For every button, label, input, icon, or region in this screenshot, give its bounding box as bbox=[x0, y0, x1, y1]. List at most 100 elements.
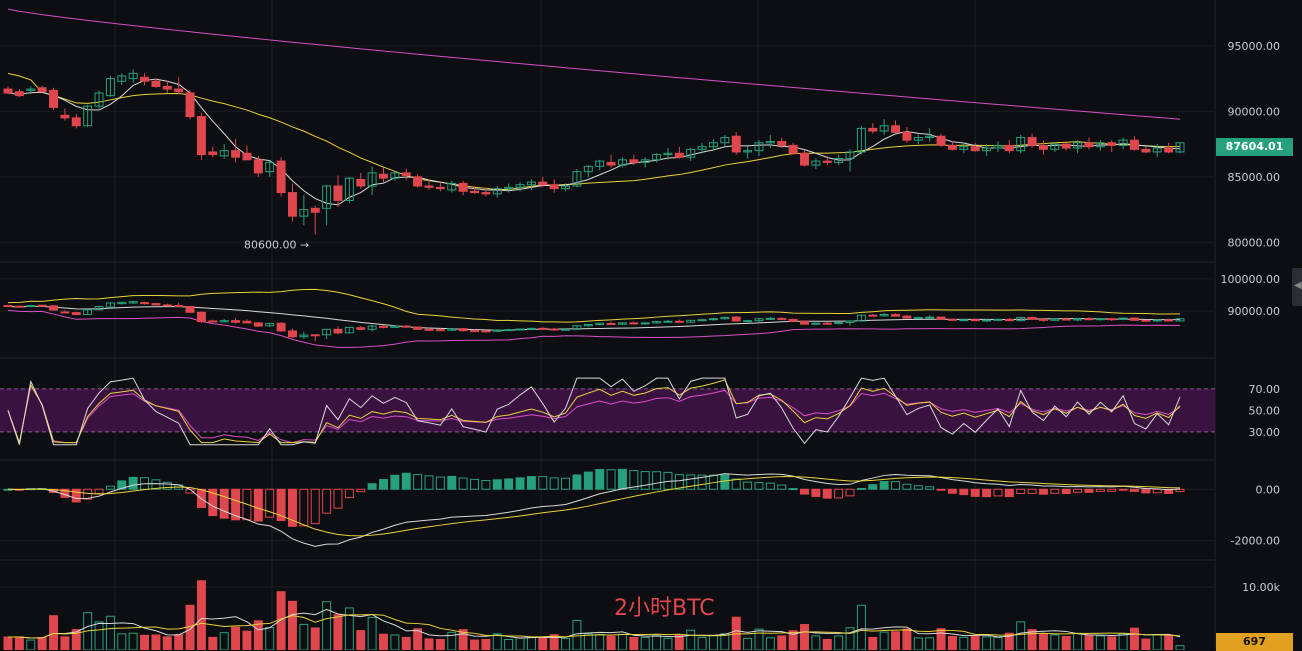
overview-candle-59 bbox=[674, 320, 684, 323]
overview-candle-52 bbox=[595, 322, 605, 326]
macd-hist-bar-40 bbox=[458, 477, 468, 490]
chevron-left-icon[interactable]: ◀ bbox=[1294, 280, 1302, 291]
macd-hist-bar-98 bbox=[1118, 488, 1128, 491]
candle-body-83 bbox=[947, 144, 957, 150]
overview-candle-1 bbox=[14, 305, 24, 308]
volume-bar-81 bbox=[925, 637, 935, 650]
overview-candle-13 bbox=[151, 303, 161, 306]
overview-candle-80 bbox=[913, 316, 923, 319]
candle-body-43 bbox=[492, 188, 502, 195]
candle-body-72 bbox=[822, 160, 832, 163]
macd-hist-bar-75 bbox=[856, 487, 866, 490]
volume-bar-41 bbox=[470, 639, 480, 650]
macd-hist-bar-27 bbox=[310, 488, 320, 525]
overview-candle-33 bbox=[379, 325, 388, 328]
macd-hist-bar-93 bbox=[1061, 488, 1071, 495]
overview-candle-53 bbox=[606, 323, 616, 326]
volume-bar-9 bbox=[105, 615, 115, 650]
candle-body-85 bbox=[970, 146, 980, 152]
macd-dea-line bbox=[7, 475, 1181, 537]
volume-bar-27 bbox=[310, 627, 320, 650]
volume-bar-45 bbox=[515, 637, 525, 650]
macd-hist-bar-35 bbox=[401, 472, 411, 490]
overview-candle-92 bbox=[1050, 318, 1060, 321]
candle-body-11 bbox=[128, 72, 138, 80]
overview-candle-14 bbox=[162, 304, 172, 307]
overview-candle-15 bbox=[174, 305, 184, 308]
macd-hist-bar-91 bbox=[1038, 488, 1048, 495]
macd-hist-bar-78 bbox=[891, 481, 901, 490]
candle-body-54 bbox=[617, 159, 627, 166]
candle-body-7 bbox=[83, 105, 93, 127]
overview-candle-70 bbox=[800, 320, 809, 325]
candle-body-68 bbox=[777, 140, 787, 146]
volume-bar-56 bbox=[640, 636, 650, 650]
overview-candle-61 bbox=[697, 319, 707, 322]
volume-bar-54 bbox=[617, 633, 627, 650]
candle-body-34 bbox=[390, 172, 400, 179]
candle-body-63 bbox=[720, 137, 730, 144]
macd-hist-bar-63 bbox=[720, 474, 730, 490]
volume-bar-30 bbox=[344, 607, 354, 650]
candle-body-32 bbox=[367, 172, 377, 187]
candle-body-38 bbox=[435, 186, 445, 190]
volume-bar-21 bbox=[242, 630, 252, 650]
volume-bar-6 bbox=[71, 629, 81, 650]
volume-bar-57 bbox=[652, 634, 662, 650]
macd-hist-bar-57 bbox=[652, 471, 662, 490]
volume-bar-31 bbox=[356, 630, 366, 650]
macd-hist-bar-66 bbox=[754, 482, 764, 490]
axis-collapse-handle[interactable]: ◀ bbox=[1292, 268, 1302, 306]
candle-body-94 bbox=[1073, 142, 1083, 149]
macd-hist-bar-80 bbox=[913, 485, 923, 490]
volume-bar-89 bbox=[1016, 621, 1026, 650]
candle-body-56 bbox=[640, 159, 650, 163]
macd-hist-bar-50 bbox=[572, 474, 582, 490]
candle-body-48 bbox=[549, 184, 559, 190]
macd-hist-bar-99 bbox=[1130, 488, 1139, 492]
volume-bar-19 bbox=[219, 632, 229, 650]
overview-candle-85 bbox=[970, 319, 980, 322]
overview-candle-78 bbox=[891, 314, 901, 317]
overview-candle-43 bbox=[492, 329, 502, 332]
volume-bar-59 bbox=[674, 634, 684, 650]
overview-candle-57 bbox=[652, 321, 662, 324]
macd-hist-bar-9 bbox=[105, 485, 115, 490]
candle-body-79 bbox=[902, 131, 912, 141]
volume-bar-94 bbox=[1073, 632, 1083, 650]
overview-candle-40 bbox=[458, 328, 468, 332]
candle-body-16 bbox=[185, 92, 195, 118]
macd-hist-bar-41 bbox=[470, 478, 480, 490]
volume-bar-78 bbox=[891, 631, 901, 650]
candle-body-19 bbox=[219, 150, 229, 157]
volume-bar-86 bbox=[982, 636, 992, 650]
volume-bar-101 bbox=[1152, 634, 1162, 650]
volume-bar-65 bbox=[743, 637, 753, 650]
overview-candle-48 bbox=[549, 328, 559, 331]
volume-bar-83 bbox=[947, 635, 957, 650]
overview-candle-16 bbox=[185, 306, 195, 313]
overview-candle-81 bbox=[925, 316, 935, 319]
macd-hist-bar-86 bbox=[982, 488, 992, 498]
overview-candle-17 bbox=[196, 311, 206, 323]
overview-candle-100 bbox=[1141, 319, 1151, 322]
volume-bar-58 bbox=[663, 637, 673, 650]
overview-candle-68 bbox=[777, 317, 787, 320]
macd-hist-bar-26 bbox=[299, 488, 309, 527]
volume-bar-92 bbox=[1050, 634, 1060, 650]
candle-body-3 bbox=[37, 87, 47, 93]
macd-hist-bar-25 bbox=[287, 488, 297, 527]
candle-body-91 bbox=[1038, 144, 1048, 150]
macd-hist-bar-6 bbox=[71, 488, 81, 503]
candle-body-25 bbox=[287, 192, 297, 217]
volume-bar-62 bbox=[708, 634, 718, 650]
macd-hist-bar-54 bbox=[617, 468, 627, 490]
overview-candle-34 bbox=[390, 325, 400, 328]
candle-body-65 bbox=[743, 150, 753, 153]
macd-hist-bar-79 bbox=[902, 483, 912, 490]
rsi-long-line bbox=[7, 384, 1181, 445]
volume-bar-103 bbox=[1175, 645, 1185, 650]
overview-candle-8 bbox=[94, 306, 104, 311]
